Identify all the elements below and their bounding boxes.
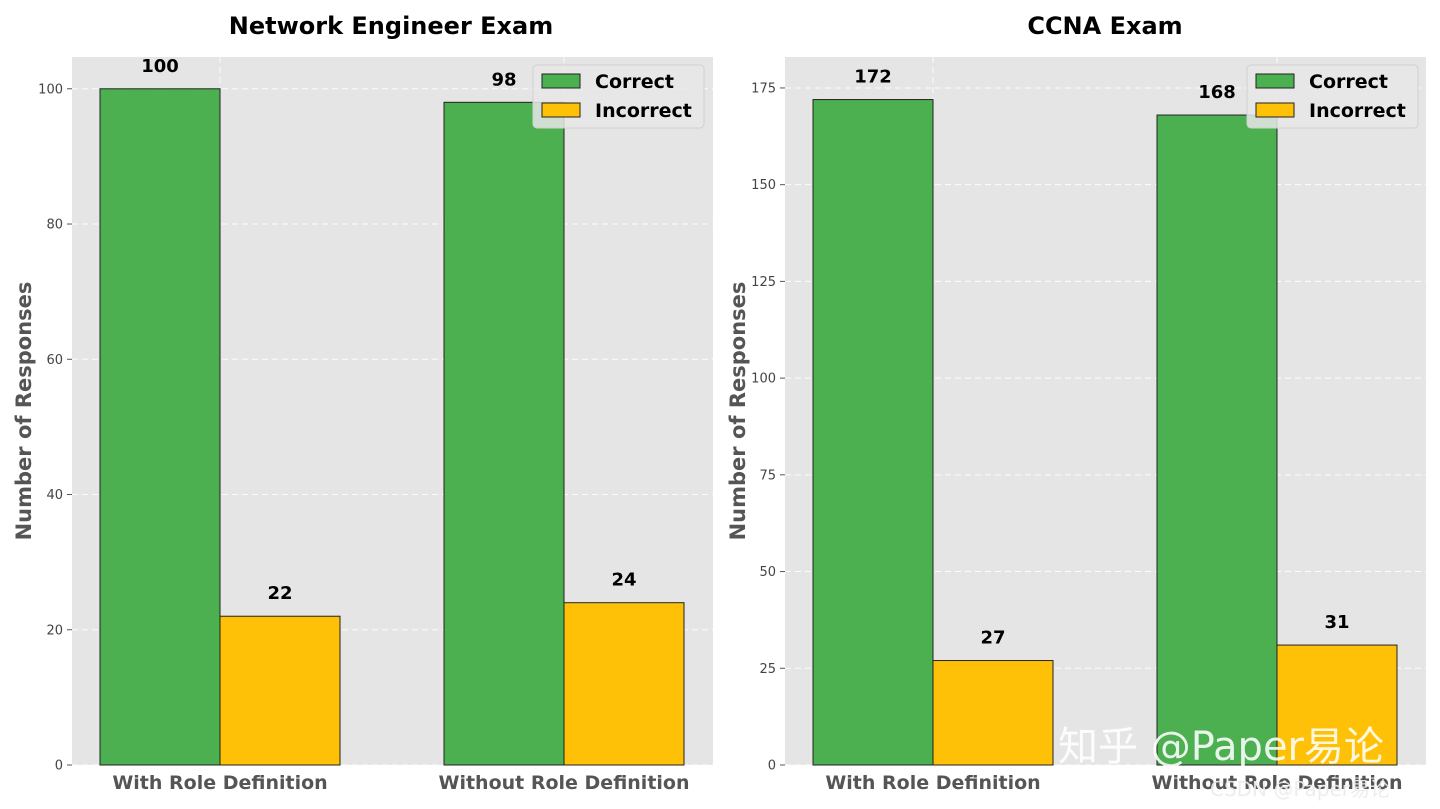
data-label: 172 [854,67,892,88]
data-label: 22 [267,583,292,604]
legend: Correct Incorrect [532,64,705,129]
legend-label: Correct [1309,71,1388,93]
data-label: 98 [491,69,516,90]
legend-label: Correct [595,71,674,93]
data-label: 24 [611,570,636,591]
bar-incorrect-2 [1276,644,1398,766]
x-tick-label: With Role Definition [112,772,327,794]
chart-title: CCNA Exam [1027,12,1182,40]
bar-correct-1 [812,99,934,766]
y-tick-label: 50 [759,565,776,580]
legend-swatch-correct [1255,73,1295,89]
y-tick-label: 0 [768,759,776,774]
data-label: 31 [1324,612,1349,633]
y-tick-label: 100 [38,82,63,97]
bar-correct-2 [443,101,565,766]
y-tick-label: 150 [751,178,776,193]
legend-swatch-incorrect [541,102,581,118]
y-tick-label: 40 [46,488,63,503]
x-tick-label: Without Role Definition [1151,772,1402,794]
data-label: 27 [980,628,1005,649]
chart-panel-2: 0 25 50 75 100 125 150 175 172 168 27 31 With Role D… [726,12,1426,794]
watermark-sub: CSDN @Paper易论 [1210,777,1390,801]
bar-incorrect-1 [932,660,1054,766]
watermark-main: 知乎 @Paper易论 [1058,724,1384,770]
legend: Correct Incorrect [1246,64,1419,129]
y-tick-label: 100 [751,372,776,387]
bar-correct-2 [1156,114,1278,766]
y-tick-label: 75 [759,468,776,483]
y-tick-label: 175 [751,81,776,96]
chart-panel-1: 0 20 40 60 80 100 100 98 22 24 With Role Definitio… [12,12,713,794]
x-tick-label: Without Role Definition [438,772,689,794]
y-tick-label: 80 [46,218,63,233]
y-tick-label: 60 [46,353,63,368]
y-axis-label: Number of Responses [726,282,750,541]
legend-label: Incorrect [595,100,692,122]
data-label: 100 [141,56,179,77]
bar-incorrect-2 [563,602,685,766]
legend-swatch-correct [541,73,581,89]
y-tick-label: 0 [55,759,63,774]
y-tick-label: 20 [46,623,63,638]
data-label: 168 [1198,82,1236,103]
x-tick-label: With Role Definition [825,772,1040,794]
y-tick-label: 125 [751,275,776,290]
legend-swatch-incorrect [1255,102,1295,118]
y-axis-label: Number of Responses [12,282,36,541]
chart-title: Network Engineer Exam [229,12,553,40]
y-tick-label: 25 [759,662,776,677]
bar-incorrect-1 [219,615,341,766]
bar-correct-1 [99,88,221,766]
legend-label: Incorrect [1309,100,1406,122]
